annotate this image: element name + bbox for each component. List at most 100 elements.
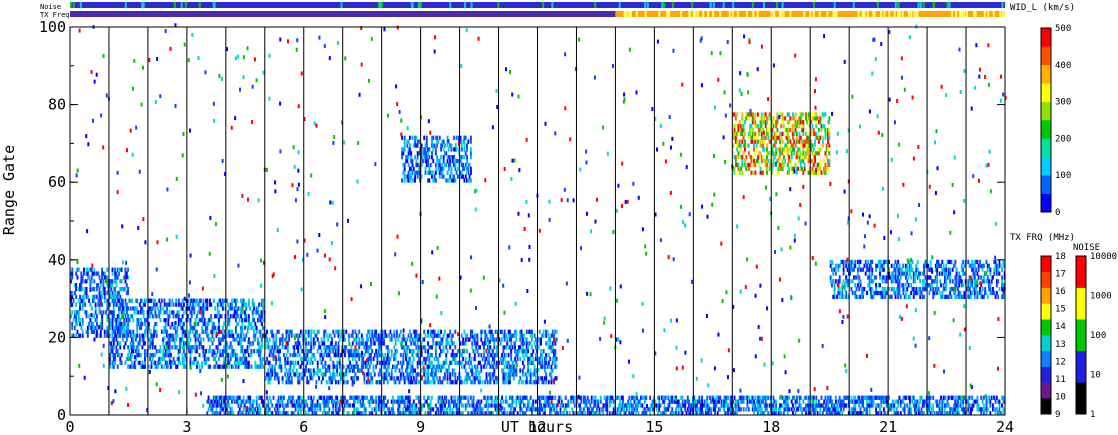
echo-cell: [253, 407, 256, 412]
echo-cell: [244, 403, 246, 408]
echo-cell: [398, 407, 401, 412]
echo-cell: [92, 325, 94, 331]
echo-cell: [785, 127, 788, 133]
echo-cell: [246, 360, 249, 365]
echo-cell: [895, 279, 898, 284]
echo-cell: [329, 376, 332, 381]
echo-cell: [890, 294, 893, 299]
echo-cell: [133, 306, 136, 311]
echo-cell: [545, 360, 548, 365]
echo-cell: [136, 333, 139, 338]
echo-cell: [202, 321, 205, 327]
echo-cell: [246, 325, 249, 331]
echo-cell: [434, 411, 437, 416]
echo-cell: [347, 337, 350, 342]
echo-cell: [850, 279, 853, 284]
echo-cell: [115, 318, 118, 323]
top-bars-group: [70, 2, 1005, 17]
echo-cell: [193, 306, 196, 311]
echo-cell: [934, 286, 937, 292]
echo-cell: [445, 360, 448, 365]
echo-cell: [998, 259, 1001, 265]
echo-cell: [145, 298, 148, 303]
echo-cell: [227, 302, 230, 307]
echo-cell: [464, 356, 467, 362]
echo-cell: [976, 259, 979, 265]
echo-cell: [946, 294, 949, 299]
echo-cell: [992, 275, 994, 280]
echo-cell: [545, 352, 548, 358]
echo-cell: [766, 116, 768, 121]
echo-cell: [106, 275, 109, 280]
echo-cell: [90, 279, 93, 284]
echo-cell: [518, 399, 520, 404]
echo-cell: [971, 279, 974, 284]
echo-cell: [210, 318, 213, 323]
echo-cell: [816, 162, 819, 168]
echo-cell: [281, 345, 284, 350]
echo-cell: [246, 399, 249, 404]
echo-cell: [215, 395, 218, 400]
echo-cell: [907, 294, 910, 299]
echo-cell: [192, 302, 194, 307]
echo-cell: [255, 395, 258, 400]
echo-cell: [510, 341, 513, 346]
echo-cell: [746, 143, 749, 148]
echo-cell: [467, 372, 470, 377]
echo-cell: [242, 333, 245, 338]
echo-cell: [767, 116, 770, 121]
echo-cell: [360, 360, 363, 365]
echo-cell: [118, 333, 120, 338]
echo-cell: [80, 325, 83, 331]
echo-cell: [202, 337, 205, 342]
echo-cell: [816, 135, 819, 140]
echo-cell: [750, 124, 753, 129]
echo-cell: [405, 395, 407, 400]
echo-cell: [189, 310, 192, 315]
echo-cell: [392, 364, 394, 369]
echo-cell: [171, 345, 174, 350]
echo-cell: [372, 356, 375, 362]
echo-cell: [738, 143, 741, 148]
echo-cell: [760, 124, 763, 129]
echo-cell: [345, 345, 348, 350]
echo-cell: [212, 352, 215, 358]
echo-cell: [859, 279, 862, 284]
echo-cell: [176, 310, 179, 315]
echo-cell: [236, 333, 239, 338]
echo-cell: [384, 364, 387, 369]
echo-cell: [247, 321, 250, 327]
echo-cell: [534, 368, 537, 373]
echo-cell: [963, 294, 966, 299]
echo-cell: [763, 112, 766, 117]
echo-cell: [294, 360, 297, 365]
echo-cell: [875, 290, 878, 296]
echo-cell: [76, 275, 79, 280]
echo-cell: [494, 403, 497, 408]
echo-cell: [446, 143, 449, 148]
echo-cell: [460, 174, 463, 179]
echo-cell: [732, 151, 735, 156]
echo-cell: [332, 364, 335, 369]
echo-cell: [403, 337, 406, 342]
echo-cell: [393, 329, 396, 334]
echo-cell: [412, 399, 415, 404]
echo-cell: [390, 333, 393, 338]
echo-cell: [495, 337, 498, 342]
echo-cell: [369, 411, 372, 416]
echo-cell: [167, 345, 170, 350]
echo-cell: [290, 399, 293, 404]
echo-cell: [534, 372, 537, 377]
echo-cell: [245, 314, 248, 319]
echo-cell: [516, 395, 519, 400]
echo-cell: [510, 356, 513, 362]
echo-cell: [449, 329, 452, 334]
echo-cell: [406, 407, 409, 412]
echo-cell: [477, 360, 480, 365]
echo-cell: [128, 349, 131, 354]
echo-cell: [111, 298, 114, 303]
echo-cell: [90, 267, 93, 272]
echo-cell: [945, 267, 948, 272]
echo-cell: [203, 318, 206, 323]
echo-cell: [459, 174, 462, 179]
